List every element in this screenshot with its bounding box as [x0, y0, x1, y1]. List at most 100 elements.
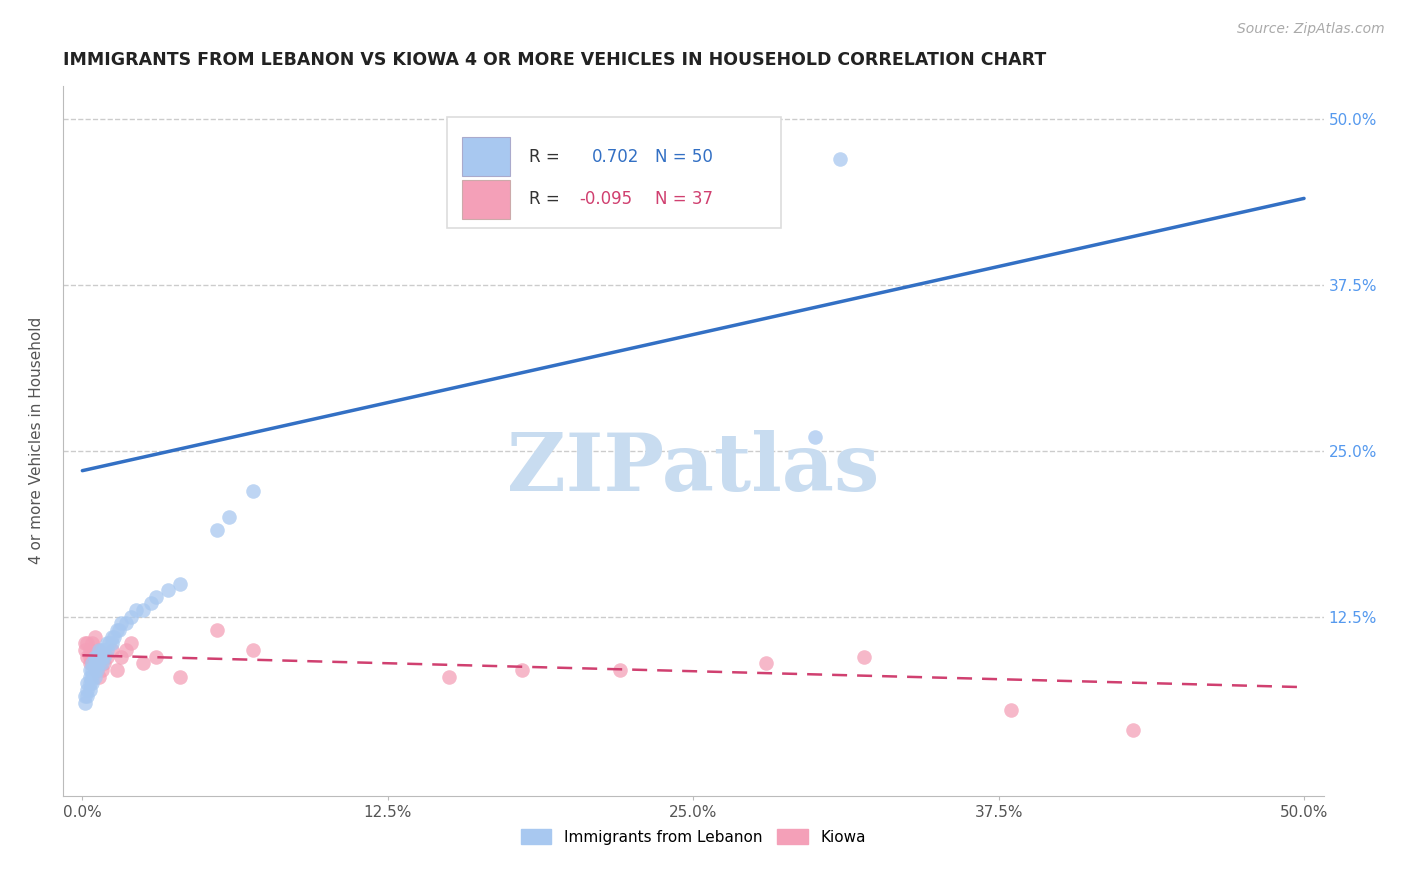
Point	[98, 636, 121, 650]
Point	[242, 643, 264, 657]
Point	[828, 152, 851, 166]
Point	[205, 623, 228, 637]
Point	[145, 590, 167, 604]
Point	[100, 630, 122, 644]
Point	[83, 663, 105, 677]
Point	[108, 623, 131, 637]
Point	[115, 616, 138, 631]
Point	[82, 669, 104, 683]
Point	[93, 657, 115, 671]
Point	[76, 649, 98, 664]
Point	[79, 649, 101, 664]
Point	[437, 669, 460, 683]
FancyBboxPatch shape	[447, 118, 782, 227]
Point	[105, 663, 128, 677]
Point	[110, 649, 132, 664]
Point	[90, 663, 112, 677]
Point	[96, 636, 118, 650]
Point	[755, 657, 778, 671]
Point	[76, 682, 98, 697]
Point	[169, 669, 191, 683]
Point	[79, 676, 101, 690]
Point	[76, 690, 98, 704]
Text: -0.095: -0.095	[579, 190, 633, 208]
Point	[100, 636, 122, 650]
Text: N = 37: N = 37	[655, 190, 713, 208]
Point	[86, 663, 108, 677]
Text: R =: R =	[529, 147, 560, 166]
Point	[120, 636, 142, 650]
Text: 0.702: 0.702	[592, 147, 640, 166]
Point	[76, 676, 98, 690]
Point	[83, 663, 105, 677]
Point	[96, 643, 118, 657]
Point	[156, 583, 179, 598]
Point	[83, 669, 105, 683]
Text: Source: ZipAtlas.com: Source: ZipAtlas.com	[1237, 22, 1385, 37]
Text: R =: R =	[529, 190, 560, 208]
Point	[93, 649, 115, 664]
Point	[90, 643, 112, 657]
Point	[110, 616, 132, 631]
Point	[169, 576, 191, 591]
Point	[89, 649, 111, 664]
Point	[125, 603, 148, 617]
Point	[79, 682, 101, 697]
Point	[82, 676, 104, 690]
Point	[89, 669, 111, 683]
Point	[86, 649, 108, 664]
Point	[115, 643, 138, 657]
Point	[145, 649, 167, 664]
Point	[73, 636, 96, 650]
Point	[76, 636, 98, 650]
Point	[242, 483, 264, 498]
Point	[96, 649, 118, 664]
FancyBboxPatch shape	[463, 137, 510, 176]
Point	[1122, 723, 1144, 737]
Point	[79, 669, 101, 683]
Point	[120, 609, 142, 624]
Point	[83, 630, 105, 644]
Point	[89, 643, 111, 657]
Point	[132, 657, 155, 671]
Point	[79, 657, 101, 671]
Point	[105, 623, 128, 637]
Point	[82, 636, 104, 650]
Point	[86, 663, 108, 677]
Point	[804, 430, 827, 444]
Point	[73, 643, 96, 657]
Point	[82, 649, 104, 664]
Point	[103, 630, 125, 644]
Point	[86, 657, 108, 671]
Point	[132, 603, 155, 617]
FancyBboxPatch shape	[463, 179, 510, 219]
Point	[79, 663, 101, 677]
Point	[90, 649, 112, 664]
Point	[83, 657, 105, 671]
Text: ZIPatlas: ZIPatlas	[508, 430, 879, 508]
Point	[83, 649, 105, 664]
Point	[100, 643, 122, 657]
Point	[90, 657, 112, 671]
Point	[89, 643, 111, 657]
Point	[82, 657, 104, 671]
Point	[83, 657, 105, 671]
Point	[89, 657, 111, 671]
Point	[93, 643, 115, 657]
Point	[73, 696, 96, 710]
Point	[510, 663, 533, 677]
Point	[139, 597, 162, 611]
Text: IMMIGRANTS FROM LEBANON VS KIOWA 4 OR MORE VEHICLES IN HOUSEHOLD CORRELATION CHA: IMMIGRANTS FROM LEBANON VS KIOWA 4 OR MO…	[63, 51, 1046, 69]
Point	[609, 663, 631, 677]
Point	[853, 649, 876, 664]
Point	[79, 643, 101, 657]
Point	[1000, 703, 1022, 717]
Point	[205, 524, 228, 538]
Text: N = 50: N = 50	[655, 147, 713, 166]
Point	[82, 657, 104, 671]
Legend: Immigrants from Lebanon, Kiowa: Immigrants from Lebanon, Kiowa	[513, 822, 873, 853]
Point	[218, 510, 240, 524]
Point	[86, 649, 108, 664]
Point	[73, 690, 96, 704]
Point	[82, 663, 104, 677]
